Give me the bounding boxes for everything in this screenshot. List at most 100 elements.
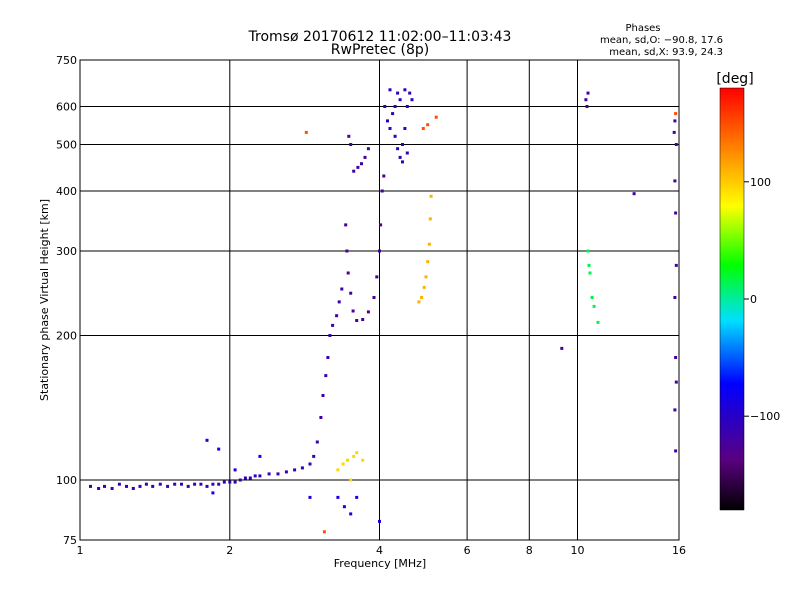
data-point (596, 320, 600, 324)
data-point (258, 474, 262, 478)
data-point (199, 482, 203, 486)
data-point (673, 296, 677, 299)
data-point (673, 408, 677, 412)
data-point (308, 462, 312, 466)
data-point (355, 451, 359, 455)
data-point (97, 487, 101, 490)
data-point (349, 478, 353, 482)
x-axis-label: Frequency [MHz] (334, 557, 426, 570)
data-point (417, 300, 421, 304)
data-point (672, 130, 676, 134)
data-point (205, 484, 209, 488)
data-point (217, 482, 221, 486)
data-point (331, 323, 335, 327)
data-point (233, 468, 237, 472)
data-point (372, 296, 376, 299)
y-tick-label: 75 (63, 534, 77, 547)
chart-subtitle: RwPretec (8p) (331, 42, 429, 58)
data-point (222, 480, 226, 484)
data-point (89, 484, 92, 488)
data-point (328, 334, 332, 337)
data-point (267, 472, 271, 476)
data-point (366, 310, 370, 314)
y-tick-label: 500 (56, 139, 77, 152)
data-point (382, 174, 386, 178)
data-point (304, 130, 308, 134)
data-point (674, 380, 678, 384)
data-point (434, 115, 438, 119)
data-point (243, 476, 247, 480)
y-tick-label: 400 (56, 185, 77, 198)
data-point (586, 91, 590, 95)
data-point (238, 478, 242, 482)
data-point (173, 482, 177, 486)
data-point (361, 318, 365, 321)
data-point (420, 296, 424, 299)
data-point (424, 275, 428, 279)
x-tick-label: 10 (571, 544, 585, 557)
data-point (592, 304, 596, 308)
data-point (349, 143, 353, 146)
data-point (401, 160, 404, 164)
x-tick-label: 16 (672, 544, 686, 557)
data-point (293, 468, 297, 472)
data-point (346, 458, 349, 462)
data-point (403, 127, 407, 130)
data-point (205, 438, 209, 442)
data-point (378, 519, 381, 523)
data-point (151, 484, 155, 488)
colorbar-tick-label: 0 (750, 293, 757, 306)
data-point (673, 119, 677, 123)
data-point (361, 458, 365, 462)
data-point (340, 287, 344, 291)
data-point (258, 454, 262, 458)
data-point (396, 91, 400, 95)
data-point (166, 484, 170, 488)
data-point (336, 495, 340, 499)
data-point (326, 356, 330, 359)
data-point (341, 462, 345, 466)
data-point (386, 119, 389, 123)
data-point (138, 484, 142, 488)
data-point (346, 271, 350, 275)
data-point (319, 416, 323, 419)
data-point (351, 309, 355, 313)
y-tick-label: 200 (56, 330, 77, 343)
phases-x-line: mean, sd,X: 93.9, 24.3 (609, 47, 723, 58)
data-point (253, 474, 257, 478)
data-point (379, 223, 383, 227)
y-tick-label: 750 (56, 54, 77, 67)
data-point (211, 491, 215, 495)
colorbar-tick-label: 100 (750, 176, 771, 189)
colorbar-ticks: 100 0 −100 (744, 176, 780, 423)
data-point (426, 260, 430, 264)
data-point (405, 105, 409, 108)
data-point (398, 155, 402, 159)
data-point (344, 223, 348, 227)
data-point (347, 134, 351, 138)
data-point (585, 105, 589, 108)
data-point (321, 394, 325, 397)
data-point (103, 484, 106, 488)
data-point (233, 480, 237, 484)
data-point (560, 346, 564, 350)
data-point (360, 162, 363, 166)
x-tick-label: 6 (464, 544, 471, 557)
data-point (300, 466, 304, 470)
data-point (349, 291, 353, 295)
x-tick-label: 1 (77, 544, 84, 557)
data-point (193, 482, 197, 486)
data-point (366, 147, 370, 151)
data-point (276, 472, 280, 476)
data-point (363, 155, 367, 159)
phases-heading: Phases (625, 23, 660, 34)
data-point (674, 449, 678, 453)
data-point (422, 285, 426, 289)
data-point (405, 151, 409, 155)
data-point (352, 169, 356, 173)
data-point (345, 249, 349, 253)
data-point (125, 484, 128, 488)
data-point (393, 105, 397, 108)
data-point (586, 249, 590, 253)
data-point (584, 98, 588, 102)
